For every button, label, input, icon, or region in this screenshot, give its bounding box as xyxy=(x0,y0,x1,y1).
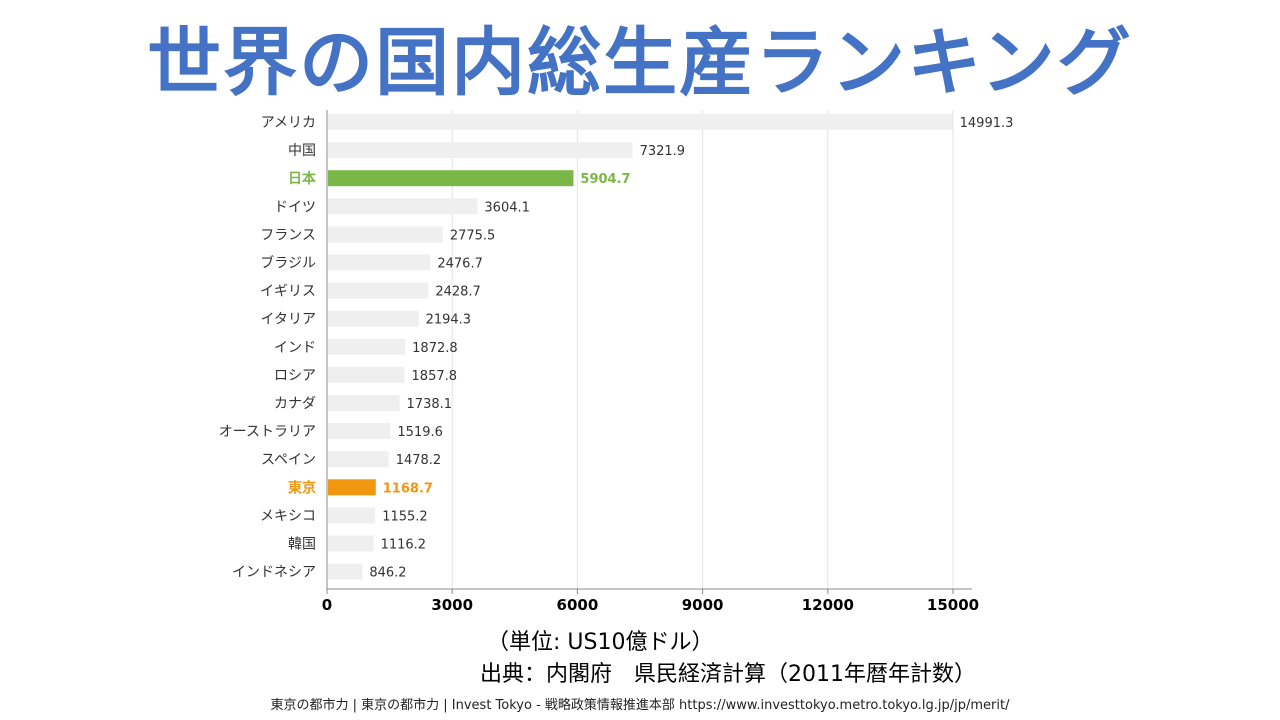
bar xyxy=(328,535,374,552)
bar xyxy=(328,507,376,524)
value-label: 1478.2 xyxy=(396,453,442,468)
gdp-ranking-chart: アメリカ 14991.3 中国 7321.9 日本 5904.7 ドイツ 3604.1 フランス… xyxy=(219,110,1014,614)
category-label: スペイン xyxy=(261,452,316,468)
bar xyxy=(328,423,391,440)
bar xyxy=(328,282,429,299)
bar xyxy=(328,254,431,271)
value-label: 3604.1 xyxy=(484,200,530,215)
x-tick-label: 6000 xyxy=(557,596,599,614)
category-label: 日本 xyxy=(288,170,317,187)
category-label: インド xyxy=(274,340,316,356)
value-label: 2194.3 xyxy=(426,313,472,328)
category-label: 中国 xyxy=(288,143,316,159)
category-label: イタリア xyxy=(261,312,316,328)
value-label: 1857.8 xyxy=(412,369,458,384)
category-label: ブラジル xyxy=(260,255,316,272)
value-label: 1116.2 xyxy=(381,538,427,553)
category-label: インドネシア xyxy=(232,565,316,581)
bar xyxy=(328,226,443,243)
page-title: 世界の国内総生産ランキング xyxy=(147,20,1133,106)
bar xyxy=(328,198,478,215)
category-label: 東京 xyxy=(288,479,316,496)
bar xyxy=(328,395,400,411)
category-label: ドイツ xyxy=(274,199,316,215)
category-label: 韓国 xyxy=(288,537,316,553)
category-label: イギリス xyxy=(260,284,316,300)
category-label: カナダ xyxy=(274,396,316,412)
bar xyxy=(328,366,405,383)
bar xyxy=(328,114,953,130)
bar xyxy=(328,451,389,468)
bar xyxy=(328,142,633,159)
bar-layer: アメリカ 14991.3 中国 7321.9 日本 5904.7 ドイツ 3604.1 フランス… xyxy=(219,114,1014,581)
bar xyxy=(328,563,363,580)
axis-layer: 0 3000 6000 9000 12000 15000 xyxy=(322,110,979,614)
x-tick-label: 12000 xyxy=(802,596,854,614)
bar xyxy=(328,310,419,327)
category-label: オーストラリア xyxy=(219,424,316,440)
value-label: 2476.7 xyxy=(437,257,483,272)
unit-note: （単位: US10億ドル） xyxy=(487,630,714,655)
value-label: 1872.8 xyxy=(412,341,458,356)
source-note: 出典：内閣府 県民経済計算（2011年暦年計数） xyxy=(480,662,976,687)
value-label: 1738.1 xyxy=(407,397,453,412)
bar xyxy=(328,338,406,355)
value-label: 1155.2 xyxy=(382,509,428,524)
value-label: 14991.3 xyxy=(960,116,1014,131)
x-tick-label: 0 xyxy=(322,596,332,614)
bar xyxy=(328,170,574,187)
x-tick-label: 15000 xyxy=(927,596,979,614)
value-label: 1519.6 xyxy=(397,425,443,440)
value-label: 2775.5 xyxy=(450,228,496,243)
category-label: メキシコ xyxy=(260,508,316,524)
category-label: フランス xyxy=(260,227,316,243)
bar xyxy=(328,479,376,496)
value-label: 5904.7 xyxy=(580,172,630,187)
category-label: アメリカ xyxy=(261,115,316,131)
value-label: 2428.7 xyxy=(435,285,481,300)
x-tick-label: 9000 xyxy=(682,596,724,614)
footer-citation: 東京の都市力 | 東京の都市力 | Invest Tokyo - 戦略政策情報推… xyxy=(270,698,1010,713)
value-label: 7321.9 xyxy=(640,144,686,159)
value-label: 1168.7 xyxy=(383,481,433,496)
x-tick-label: 3000 xyxy=(431,596,473,614)
category-label: ロシア xyxy=(274,368,316,384)
value-label: 846.2 xyxy=(369,566,406,581)
